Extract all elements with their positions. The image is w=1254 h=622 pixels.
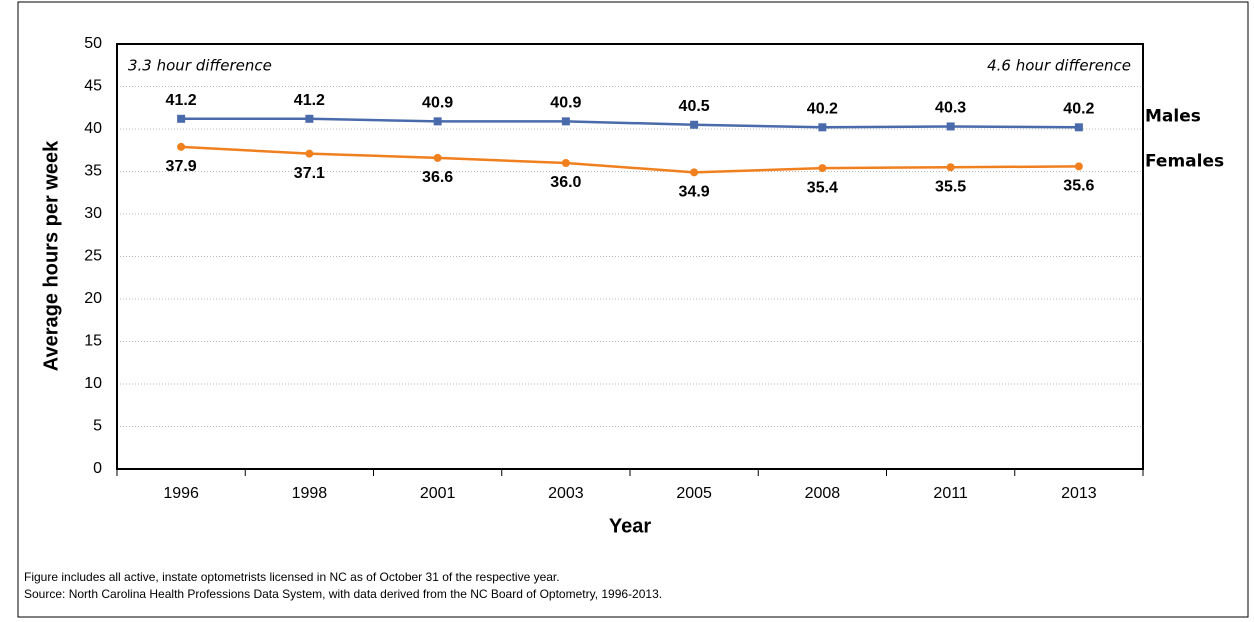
data-label: 34.9	[679, 184, 710, 201]
x-tick-label: 2013	[1061, 485, 1097, 502]
y-tick-label: 50	[84, 35, 102, 52]
annotation: 4.6 hour difference	[987, 57, 1131, 75]
data-label: 37.9	[166, 158, 197, 175]
y-tick-label: 5	[93, 418, 102, 435]
marker	[818, 123, 827, 132]
footnote: Figure includes all active, instate opto…	[24, 570, 560, 584]
data-label: 40.2	[807, 101, 838, 118]
marker	[946, 163, 955, 172]
marker	[1074, 162, 1083, 171]
marker	[946, 122, 955, 131]
annotation: 3.3 hour difference	[128, 57, 272, 75]
y-tick-label: 10	[84, 375, 102, 392]
footnote: Source: North Carolina Health Profession…	[24, 587, 662, 601]
x-tick-label: 2003	[548, 485, 584, 502]
x-tick-label: 1996	[163, 485, 199, 502]
x-tick-label: 2005	[676, 485, 712, 502]
y-axis-label: Average hours per week	[40, 140, 62, 371]
data-label: 40.3	[935, 100, 966, 117]
marker	[1074, 123, 1083, 132]
y-tick-label: 35	[84, 163, 102, 180]
data-label: 41.2	[166, 92, 197, 109]
y-tick-label: 15	[84, 333, 102, 350]
legend-label: Females	[1145, 151, 1224, 171]
data-label: 35.5	[935, 178, 966, 195]
legend-label: Males	[1145, 106, 1201, 126]
marker	[305, 149, 314, 158]
y-tick-label: 45	[84, 78, 102, 95]
data-label: 40.5	[679, 98, 710, 115]
data-label: 36.6	[422, 169, 453, 186]
figure-border	[17, 1, 1249, 618]
series-line	[181, 145, 1079, 174]
data-label: 41.2	[294, 92, 325, 109]
marker	[818, 164, 827, 173]
marker	[561, 159, 570, 167]
marker	[561, 117, 570, 126]
x-tick-label: 2011	[933, 485, 968, 502]
data-label: 37.1	[294, 165, 325, 182]
x-tick-label: 2001	[420, 485, 456, 502]
data-label: 35.4	[807, 179, 838, 196]
y-tick-label: 0	[93, 460, 102, 477]
x-axis-label: Year	[609, 515, 651, 537]
marker	[177, 114, 186, 123]
data-label: 40.2	[1063, 101, 1094, 118]
marker	[305, 114, 314, 123]
y-tick-label: 25	[84, 248, 102, 265]
y-tick-label: 30	[84, 205, 102, 222]
marker	[433, 153, 442, 162]
marker	[177, 142, 186, 151]
marker	[690, 168, 699, 177]
series-line	[181, 117, 1079, 129]
x-tick-label: 1998	[292, 485, 328, 502]
y-tick-label: 40	[84, 120, 102, 137]
data-label: 40.9	[422, 95, 453, 112]
data-label: 35.6	[1063, 178, 1094, 195]
marker	[690, 120, 699, 129]
y-tick-label: 20	[84, 290, 102, 307]
data-label: 36.0	[550, 174, 581, 191]
data-label: 40.9	[550, 95, 581, 112]
marker	[433, 117, 442, 126]
x-tick-label: 2008	[805, 485, 841, 502]
